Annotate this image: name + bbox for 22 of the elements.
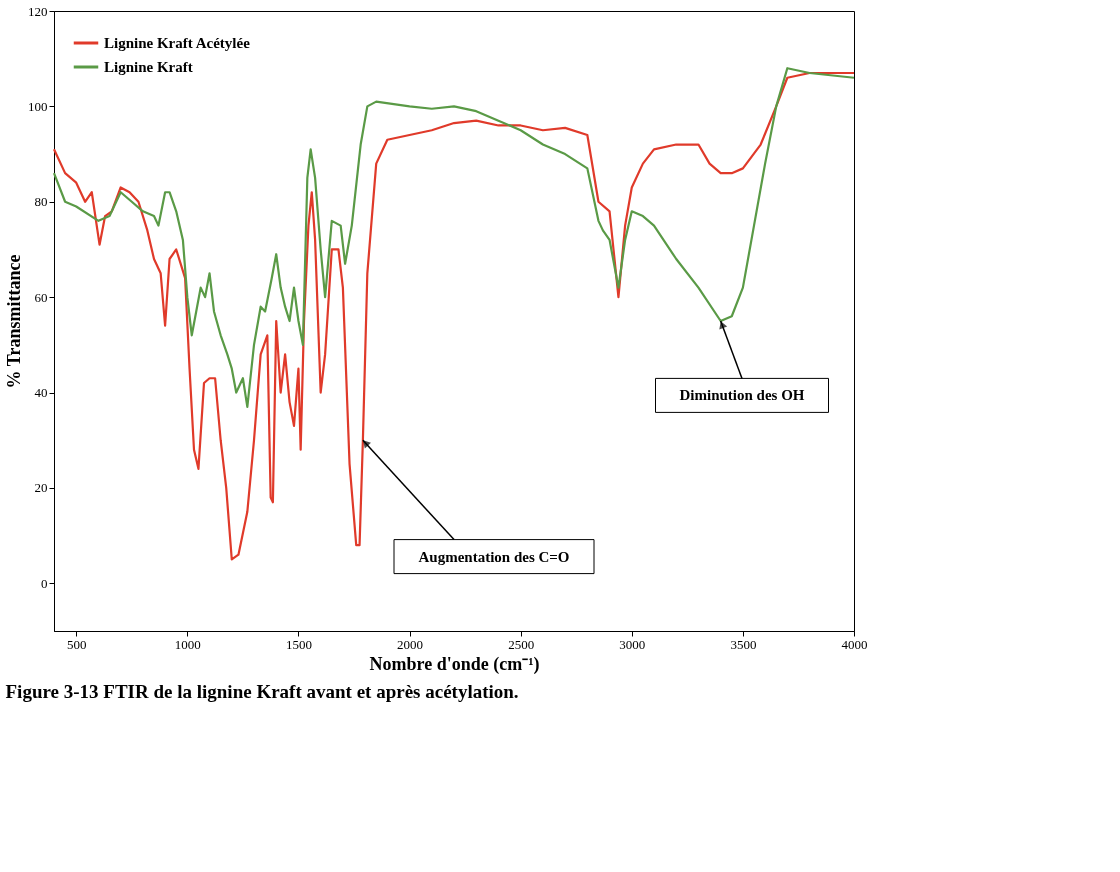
- y-tick-label: 80: [34, 194, 48, 210]
- x-tick-label: 4000: [841, 636, 868, 652]
- y-tick-label: 40: [34, 385, 48, 401]
- x-tick-label: 1000: [174, 636, 201, 652]
- y-tick-label: 100: [28, 98, 48, 114]
- y-tick-label: 60: [34, 289, 48, 305]
- x-tick-label: 2000: [397, 636, 424, 652]
- x-tick-label: 1500: [285, 636, 312, 652]
- annotation: Diminution des OH: [679, 387, 805, 404]
- x-tick-label: 3500: [730, 636, 757, 652]
- y-tick-label: 20: [34, 480, 48, 496]
- x-tick-label: 3000: [619, 636, 646, 652]
- y-tick-label: 120: [28, 3, 48, 19]
- legend-label: Lignine Kraft Acétylée: [104, 35, 251, 51]
- x-axis-title: Nombre d'onde (cm⁻¹): [369, 653, 540, 675]
- x-tick-label: 500: [66, 636, 87, 652]
- x-tick-label: 2500: [508, 636, 535, 652]
- y-axis-title: % Transmittance: [4, 254, 24, 389]
- legend-label: Lignine Kraft: [104, 59, 193, 75]
- y-tick-label: 0: [41, 575, 48, 591]
- text: Figure 3-13 FTIR de la lignine Kraft avant et après acétylation.: [5, 681, 519, 702]
- annotation: Augmentation des C=O: [418, 548, 570, 565]
